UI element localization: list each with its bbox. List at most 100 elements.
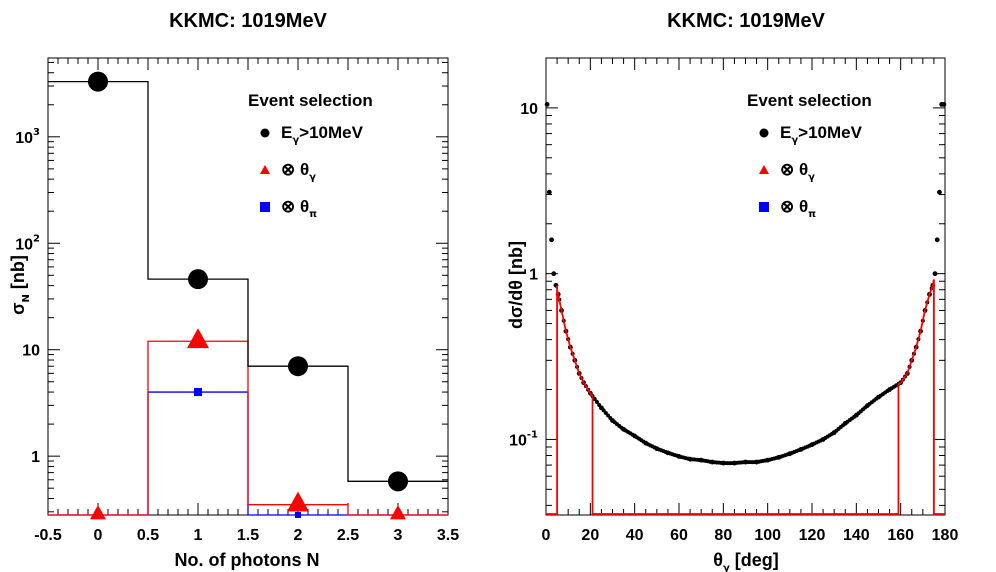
legend-entry-main: E	[780, 123, 791, 142]
right-x-label-sub: γ	[723, 563, 730, 572]
legend-entry-label: ⊗ θγ	[780, 160, 815, 183]
right-x-tick-label: 60	[670, 527, 688, 544]
left-point-square	[295, 512, 301, 518]
right-legend-title: Event selection	[747, 91, 872, 110]
legend-entry-rest: >10MeV	[798, 123, 862, 142]
left-x-tick-label: 0	[94, 527, 103, 544]
left-point-circle	[88, 71, 108, 92]
left-y-axis-label: σN [nb]	[8, 255, 32, 315]
right-y-tick-label: 10-1	[509, 429, 538, 449]
legend-entry-label: ⊗ θπ	[780, 197, 816, 220]
right-black-dot	[592, 397, 597, 402]
left-x-tick-label: 2.5	[337, 527, 359, 544]
left-x-tick-label: 1.5	[237, 527, 259, 544]
left-point-circle	[288, 356, 308, 377]
left-histograms	[48, 80, 448, 516]
right-x-tick-label: 180	[932, 527, 959, 544]
legend-entry-sub: γ	[791, 135, 798, 146]
legend-entry-sub: γ	[292, 135, 299, 146]
right-chart: KKMC: 1019MeV 0 20 40 60 80 100 120 140 160 180 1…	[506, 10, 958, 572]
left-y-tick-base: 10	[22, 343, 40, 360]
right-chart-title: KKMC: 1019MeV	[667, 10, 825, 32]
legend-marker-circle	[260, 128, 270, 138]
legend-entry-sub: γ	[309, 172, 316, 183]
right-black-point	[546, 189, 552, 195]
left-chart-title: KKMC: 1019MeV	[169, 10, 327, 32]
right-legend: Event selection Eγ>10MeV⊗ θγ⊗ θπ	[747, 91, 872, 220]
right-y-axis-label: dσ/dθ [nb]	[506, 241, 526, 329]
right-red-line	[546, 279, 945, 515]
right-black-dot	[597, 402, 602, 407]
left-legend-title: Event selection	[248, 91, 373, 110]
left-y-tick-exp: 2	[33, 233, 40, 244]
right-plot-frame	[545, 57, 946, 516]
left-y-label-symbol: σ	[8, 303, 28, 315]
right-x-tick-label: 120	[799, 527, 826, 544]
legend-marker-circle	[759, 128, 769, 138]
right-y-tick-label: 1	[529, 267, 538, 284]
left-point-triangle	[90, 505, 106, 520]
right-x-tick-label: 160	[887, 527, 914, 544]
left-markers	[88, 71, 408, 520]
right-x-tick-label: 20	[581, 527, 599, 544]
left-legend: Event selection Eγ>10MeV⊗ θγ⊗ θπ	[248, 91, 373, 220]
legend-entry-sub: γ	[808, 172, 815, 183]
left-y-label-unit: [nb]	[8, 255, 28, 294]
left-point-triangle	[187, 328, 209, 349]
left-y-tick-exp: 3	[33, 127, 40, 138]
legend-entry-label: ⊗ θπ	[281, 197, 317, 220]
right-series	[544, 101, 947, 515]
left-x-tick-labels: -0.5 0 0.5 1 1.5 2 2.5 3 3.5	[34, 527, 459, 544]
left-point-triangle	[390, 505, 406, 520]
left-x-tick-label: 1	[194, 527, 203, 544]
left-point-triangle	[287, 491, 309, 512]
left-chart: KKMC: 1019MeV -0.5 0 0.5 1 1.5 2 2.5 3 3.5 11010…	[8, 10, 459, 570]
left-y-tick-base: 1	[31, 449, 40, 466]
right-x-tick-label: 0	[542, 527, 551, 544]
left-x-tick-label: 0.5	[137, 527, 159, 544]
right-x-label-unit: [deg]	[730, 550, 779, 570]
left-point-circle	[388, 471, 408, 492]
right-y-tick-label: 10	[520, 101, 538, 118]
left-hist-triangle	[48, 340, 448, 516]
left-x-tick-label: -0.5	[34, 527, 62, 544]
legend-entry-main: E	[281, 123, 292, 142]
right-black-point	[551, 271, 557, 277]
legend-entry-rest: >10MeV	[299, 123, 363, 142]
right-black-point	[941, 101, 947, 107]
right-x-tick-label: 80	[714, 527, 732, 544]
left-x-tick-label: 3	[394, 527, 403, 544]
left-y-tick-label: 1	[31, 449, 40, 466]
right-black-point	[937, 189, 942, 195]
right-black-point	[934, 237, 940, 243]
legend-entry-main: ⊗ θ	[780, 160, 808, 179]
right-y-tick-base: 1	[529, 267, 538, 284]
right-x-tick-label: 40	[626, 527, 644, 544]
right-x-axis-label: θγ [deg]	[713, 550, 779, 572]
left-y-label-sub: N	[21, 294, 32, 302]
left-hist-circle	[48, 80, 448, 482]
right-black-point	[544, 101, 550, 107]
left-y-tick-label: 103	[15, 127, 40, 147]
left-y-tick-base: 10	[15, 236, 33, 253]
right-x-tick-labels: 0 20 40 60 80 100 120 140 160 180	[542, 527, 959, 544]
left-y-tick-base: 10	[15, 130, 33, 147]
right-black-point	[549, 237, 554, 243]
right-x-tick-label: 140	[843, 527, 870, 544]
left-point-square	[194, 388, 202, 397]
right-y-tick-labels: 10-1 1 10	[509, 101, 538, 450]
right-black-dot	[594, 400, 599, 405]
legend-entry-label: ⊗ θγ	[281, 160, 316, 183]
left-point-circle	[188, 269, 208, 290]
legend-entry-label: Eγ>10MeV	[780, 123, 863, 146]
left-x-tick-label: 3.5	[437, 527, 459, 544]
legend-marker-square	[759, 202, 769, 212]
legend-entry-main: ⊗ θ	[281, 160, 309, 179]
legend-entry-sub: π	[808, 209, 816, 220]
right-black-point	[932, 271, 938, 277]
legend-marker-square	[260, 202, 270, 212]
legend-marker-triangle	[759, 165, 769, 174]
right-x-tick-label: 100	[754, 527, 781, 544]
